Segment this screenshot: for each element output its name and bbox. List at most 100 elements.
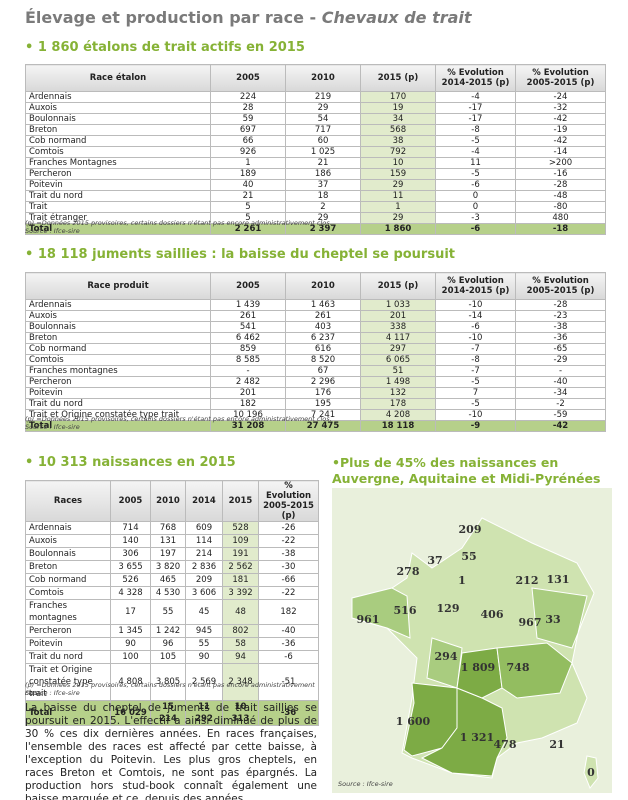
cell: 4 208 — [360, 409, 436, 421]
row-label: Boulonnais — [25, 321, 211, 333]
cell: -65 — [515, 343, 606, 355]
cell: 178 — [360, 398, 436, 410]
header-row: Race étalon 2005 2010 2015 (p)% Evolution 2… — [25, 64, 606, 92]
note: (p) =Données 2015 provisoires, certains … — [25, 681, 315, 697]
row-label: Total — [25, 420, 211, 432]
cell: -5 — [435, 135, 516, 147]
cell: 45 — [185, 599, 223, 625]
header-cell: % Evolution 2005-2015 (p) — [515, 64, 606, 92]
cell: 140 — [110, 534, 151, 548]
cell: -6 — [435, 321, 516, 333]
cell: -4 — [435, 146, 516, 158]
row: Trait du nord 100 105 90 94 -6 — [25, 650, 319, 664]
map-label: 0 — [587, 766, 595, 779]
cell: -36 — [515, 332, 606, 344]
cell: -29 — [515, 354, 606, 366]
header-cell: 2015 (p) — [360, 64, 436, 92]
cell: -48 — [515, 190, 606, 202]
cell: -7 — [435, 343, 516, 355]
cell: 2 397 — [285, 223, 361, 235]
cell: 11 292 — [185, 700, 223, 726]
cell: 6 462 — [210, 332, 286, 344]
header-cell: % Evolution 2005-2015 (p) — [258, 480, 319, 522]
cell: 201 — [360, 310, 436, 322]
cell: -26 — [258, 521, 319, 535]
map-label: 1 — [458, 574, 466, 587]
row-label: Percheron — [25, 168, 211, 180]
cell: 17 — [110, 599, 151, 625]
row-label: Cob normand — [25, 573, 111, 587]
cell: 182 — [210, 398, 286, 410]
mares-table: Race produit 2005 2010 2015 (p)% Evolution … — [25, 272, 606, 432]
cell: 6 065 — [360, 354, 436, 366]
cell: -34 — [515, 387, 606, 399]
cell: -8 — [435, 354, 516, 366]
cell: -5 — [435, 168, 516, 180]
cell: 209 — [185, 573, 223, 587]
cell: 186 — [285, 168, 361, 180]
row-label: Trait du nord — [25, 650, 111, 664]
cell: 28 — [210, 102, 286, 114]
row-label: Poitevin — [25, 179, 211, 191]
cell: -36 — [258, 700, 319, 726]
cell: -38 — [515, 321, 606, 333]
row-label: Total — [25, 700, 111, 726]
row-label: Boulonnais — [25, 113, 211, 125]
header-cell: % Evolution 2005-2015 (p) — [515, 272, 606, 300]
row-label: Franches montagnes — [25, 599, 111, 625]
row: Ardennais 224 219 170 -4 -24 — [25, 91, 606, 103]
row: Ardennais 714 768 609 528 -26 — [25, 521, 319, 535]
cell: -38 — [258, 547, 319, 561]
section-heading: 18 118 juments saillies : la baisse du c… — [25, 247, 455, 262]
cell: -4 — [435, 91, 516, 103]
cell: 66 — [210, 135, 286, 147]
row-label: Auxois — [25, 310, 211, 322]
row: Auxois 140 131 114 109 -22 — [25, 534, 319, 548]
row-label: Breton — [25, 124, 211, 136]
total-row: Total 31 208 27 475 18 118 -9 -42 — [25, 420, 606, 432]
header-cell: 2015 (p) — [360, 272, 436, 300]
cell: 29 — [285, 102, 361, 114]
cell: 100 — [110, 650, 151, 664]
stallion-table: Race étalon 2005 2010 2015 (p)% Evolution 2… — [25, 64, 606, 235]
header-cell: 2005 — [210, 64, 286, 92]
cell: 181 — [222, 573, 259, 587]
cell: 38 — [360, 135, 436, 147]
cell: >200 — [515, 157, 606, 169]
cell: 176 — [285, 387, 361, 399]
cell: 16 029 — [110, 700, 151, 726]
row: Breton 6 462 6 237 4 117 -10 -36 — [25, 332, 606, 344]
cell: 3 655 — [110, 560, 151, 574]
header-cell: % Evolution 2014-2015 (p) — [435, 272, 516, 300]
cell: 96 — [150, 637, 186, 651]
cell: -16 — [515, 168, 606, 180]
cell: -66 — [258, 573, 319, 587]
cell: 6 237 — [285, 332, 361, 344]
cell: -22 — [258, 534, 319, 548]
cell: 8 520 — [285, 354, 361, 366]
row: Cob normand 859 616 297 -7 -65 — [25, 343, 606, 355]
title-sub: Chevaux de trait — [321, 8, 472, 27]
cell: -7 — [435, 365, 516, 377]
region — [456, 647, 503, 699]
cell: 2 836 — [185, 560, 223, 574]
cell: 1 463 — [285, 299, 361, 311]
cell: 40 — [210, 179, 286, 191]
cell: 58 — [222, 637, 259, 651]
cell: 37 — [285, 179, 361, 191]
row-label: Trait — [25, 201, 211, 213]
map-label: 516 — [394, 604, 417, 617]
cell: 1 345 — [110, 624, 151, 638]
cell: -10 — [435, 332, 516, 344]
cell: 261 — [285, 310, 361, 322]
row-label: Auxois — [25, 534, 111, 548]
map-label: 748 — [507, 661, 530, 674]
row: Comtois 8 585 8 520 6 065 -8 -29 — [25, 354, 606, 366]
row-label: Poitevin — [25, 387, 211, 399]
cell: 1 033 — [360, 299, 436, 311]
cell: -17 — [435, 102, 516, 114]
map-label: 1 600 — [396, 715, 431, 728]
cell: -3 — [435, 212, 516, 224]
